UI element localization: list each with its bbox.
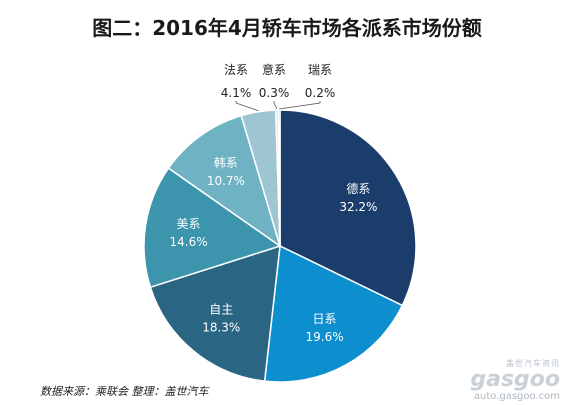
- pie-slice-1: [279, 109, 417, 307]
- slice-value-8: 0.2%: [305, 86, 336, 100]
- slice-value-1: 32.2%: [339, 200, 377, 214]
- slice-label-2: 日系: [313, 312, 337, 326]
- slice-value-3: 18.3%: [202, 320, 240, 334]
- slice-value-7: 0.3%: [259, 86, 290, 100]
- pie-slice-3: [149, 244, 281, 382]
- watermark: 盖世汽车资讯 gasgoo auto.gasgoo.com: [470, 358, 560, 402]
- slice-value-6: 4.1%: [221, 86, 252, 100]
- slice-label-7: 意系: [262, 62, 286, 77]
- leader-line-6: [235, 101, 259, 112]
- slice-label-6: 法系: [224, 63, 248, 77]
- watermark-tagline: 盖世汽车资讯: [506, 359, 560, 368]
- slice-label-3: 自主: [209, 302, 233, 316]
- leader-line-8: [279, 101, 321, 110]
- slice-label-5: 韩系: [214, 155, 238, 170]
- compiler-text: 整理：盖世汽车: [131, 385, 209, 398]
- slice-label-8: 瑞系: [308, 63, 332, 77]
- pie-slice-2: [263, 244, 404, 383]
- watermark-logo: gasgoo: [470, 367, 560, 392]
- slice-value-4: 14.6%: [170, 235, 208, 249]
- leader-line-7: [273, 101, 278, 110]
- pie-slice-8: [277, 109, 281, 247]
- pie-slice-4: [143, 167, 282, 289]
- slice-label-1: 德系: [346, 181, 370, 196]
- slice-value-5: 10.7%: [207, 174, 245, 188]
- chart-title: 图二：2016年4月轿车市场各派系市场份额: [92, 16, 482, 40]
- source-text: 数据来源：乘联会: [40, 385, 128, 398]
- pie-slice-5: [167, 114, 282, 248]
- source-note: 数据来源：乘联会 整理：盖世汽车: [40, 383, 209, 399]
- slice-value-2: 19.6%: [305, 330, 343, 344]
- slice-label-4: 美系: [177, 217, 201, 231]
- watermark-url: auto.gasgoo.com: [473, 391, 560, 402]
